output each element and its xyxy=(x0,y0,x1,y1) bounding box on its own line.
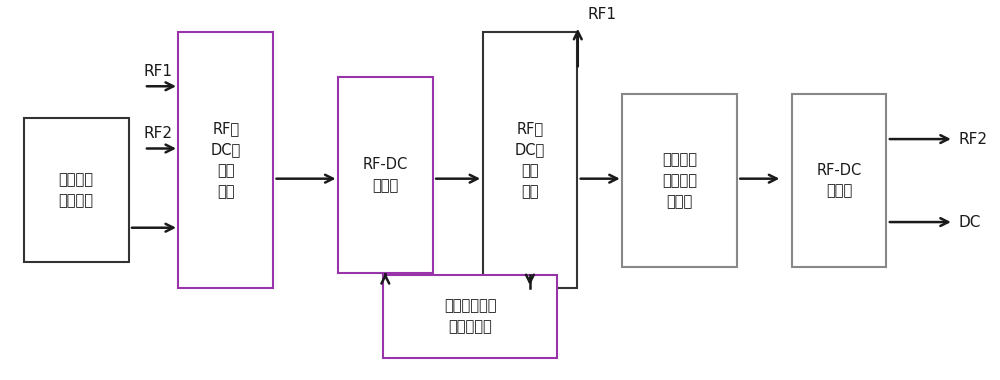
Text: RF和
DC二
次功
分器: RF和 DC二 次功 分器 xyxy=(515,121,545,199)
Bar xyxy=(178,32,273,288)
Text: RF2: RF2 xyxy=(959,131,988,147)
Bar xyxy=(338,77,433,273)
Text: DC: DC xyxy=(959,215,981,230)
Text: 直流电源
供电模块: 直流电源 供电模块 xyxy=(59,172,94,208)
Bar xyxy=(24,118,129,262)
Text: RF-DC
合路器: RF-DC 合路器 xyxy=(363,157,408,193)
Text: 功分器自
动控制增
益模块: 功分器自 动控制增 益模块 xyxy=(662,152,697,209)
Bar xyxy=(622,94,737,268)
Text: RF2: RF2 xyxy=(144,126,173,141)
Text: RF1: RF1 xyxy=(588,7,617,22)
Bar xyxy=(792,94,886,268)
Text: RF和
DC一
次功
分器: RF和 DC一 次功 分器 xyxy=(211,121,241,199)
Text: RF1: RF1 xyxy=(144,64,173,79)
Text: RF-DC
分离器: RF-DC 分离器 xyxy=(816,163,862,199)
Bar xyxy=(383,275,557,358)
Text: 直流电源升压
和控制模块: 直流电源升压 和控制模块 xyxy=(444,298,496,334)
Bar xyxy=(483,32,577,288)
